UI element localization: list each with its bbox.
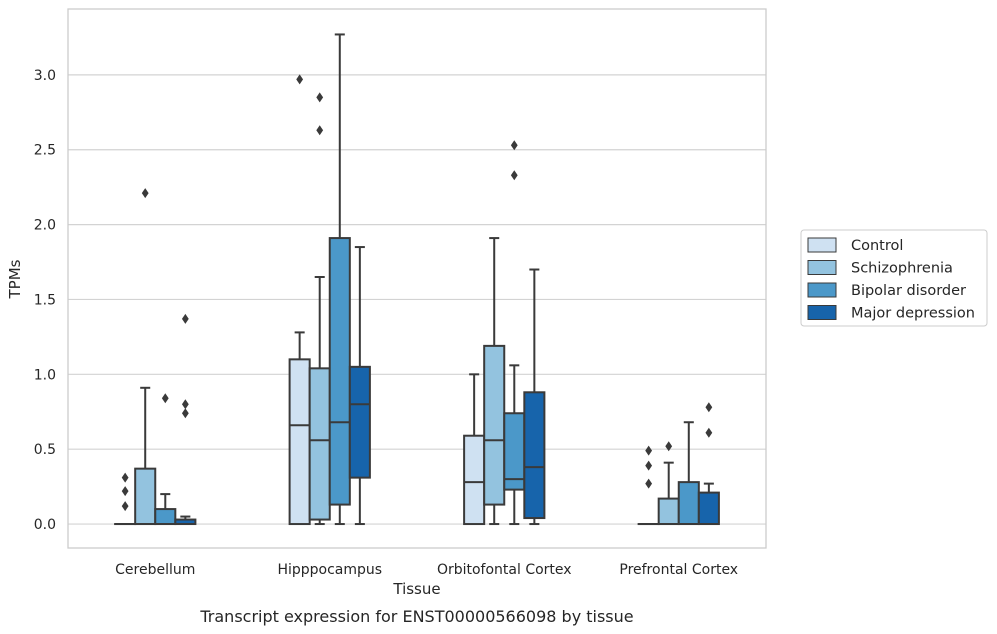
box-major-depression bbox=[348, 246, 371, 526]
box-groups bbox=[114, 33, 720, 526]
legend-label: Schizophrenia bbox=[851, 261, 953, 277]
outlier-point bbox=[645, 445, 653, 456]
box-schizophrenia bbox=[308, 92, 331, 526]
box-schizophrenia bbox=[134, 188, 157, 526]
box-control bbox=[637, 445, 660, 526]
legend-swatch bbox=[807, 237, 837, 253]
iqr-box bbox=[677, 481, 700, 526]
outlier-point bbox=[181, 313, 189, 324]
box-schizophrenia bbox=[657, 441, 680, 526]
box-bipolar-disorder bbox=[328, 33, 351, 526]
box-bipolar-disorder bbox=[677, 421, 700, 526]
iqr-box bbox=[348, 365, 371, 479]
outlier-point bbox=[121, 486, 129, 497]
outlier-point bbox=[121, 472, 129, 483]
legend-swatch bbox=[807, 260, 837, 275]
outlier-point bbox=[316, 125, 324, 136]
iqr-box bbox=[288, 358, 311, 526]
y-tick-label: 0.5 bbox=[34, 442, 56, 458]
iqr-box bbox=[134, 467, 157, 526]
x-tick-label: Prefrontal Cortex bbox=[619, 562, 738, 578]
outlier-point bbox=[665, 441, 673, 452]
x-axis-label: Tissue bbox=[392, 580, 440, 598]
y-tick-label: 2.5 bbox=[34, 143, 56, 159]
x-tick-labels: Cerebellum Hipppocampus Orbitofontal Corte… bbox=[115, 562, 738, 578]
outlier-point bbox=[510, 140, 518, 151]
outlier-point bbox=[121, 501, 129, 512]
iqr-box bbox=[523, 391, 546, 520]
iqr-box bbox=[328, 237, 351, 506]
outlier-point bbox=[645, 478, 653, 489]
plot-frame bbox=[67, 8, 767, 549]
legend-swatch bbox=[807, 282, 837, 298]
box-bipolar-disorder bbox=[154, 393, 177, 526]
y-tick-label: 3.0 bbox=[34, 68, 56, 84]
y-tick-label: 0.0 bbox=[34, 517, 56, 533]
outlier-point bbox=[645, 460, 653, 471]
iqr-box bbox=[463, 434, 486, 526]
outlier-point bbox=[705, 402, 713, 413]
box-major-depression bbox=[174, 313, 197, 526]
plot-area bbox=[68, 9, 766, 548]
iqr-box bbox=[154, 508, 177, 526]
outlier-point bbox=[316, 92, 324, 103]
y-axis-label: TPMs bbox=[6, 259, 24, 299]
box-major-depression bbox=[523, 268, 546, 526]
legend-label: Control bbox=[851, 238, 903, 254]
outlier-point bbox=[181, 399, 189, 410]
x-tick-label: Orbitofontal Cortex bbox=[437, 562, 572, 578]
outlier-point bbox=[141, 188, 149, 199]
y-tick-label: 1.5 bbox=[34, 292, 56, 308]
outlier-point bbox=[705, 427, 713, 438]
y-tick-labels: 0.0 0.5 1.0 1.5 2.0 2.5 3.0 bbox=[34, 68, 56, 533]
outlier-point bbox=[181, 408, 189, 419]
y-tick-label: 2.0 bbox=[34, 218, 56, 234]
legend-swatch bbox=[807, 305, 837, 320]
legend: Control Schizophrenia Bipolar disorder Majo… bbox=[800, 229, 988, 327]
chart-caption: Transcript expression for ENST0000056609… bbox=[199, 607, 633, 626]
box-major-depression bbox=[697, 402, 720, 526]
iqr-box bbox=[483, 344, 506, 506]
box-control bbox=[463, 373, 486, 526]
legend-frame bbox=[800, 229, 988, 327]
grid-lines bbox=[68, 74, 766, 525]
outlier-point bbox=[296, 74, 304, 85]
x-tick-label: Hipppocampus bbox=[277, 562, 382, 578]
y-tick-label: 1.0 bbox=[34, 367, 56, 383]
outlier-point bbox=[510, 170, 518, 181]
legend-label: Bipolar disorder bbox=[851, 283, 966, 299]
outlier-point bbox=[161, 393, 169, 404]
iqr-box bbox=[697, 491, 720, 526]
iqr-box bbox=[657, 497, 680, 526]
legend-label: Major depression bbox=[851, 306, 975, 322]
iqr-box bbox=[308, 367, 331, 521]
x-tick-label: Cerebellum bbox=[115, 562, 195, 578]
